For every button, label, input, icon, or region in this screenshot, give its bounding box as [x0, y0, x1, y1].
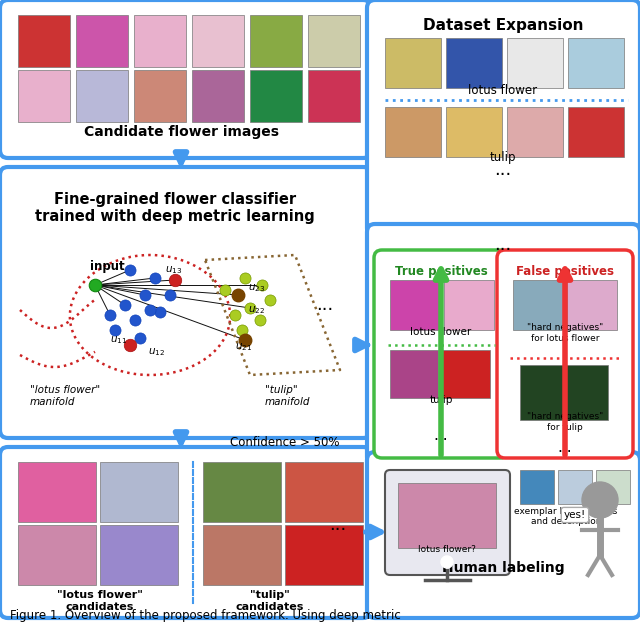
Text: False positives: False positives: [516, 265, 614, 278]
Bar: [285, 525, 363, 585]
FancyBboxPatch shape: [0, 447, 371, 618]
Text: "tulip"
candidates: "tulip" candidates: [236, 590, 304, 612]
Text: $u_{22}$: $u_{22}$: [248, 304, 265, 316]
Text: tulip: tulip: [490, 151, 516, 165]
Bar: [446, 38, 502, 88]
Text: yes!: yes!: [564, 510, 586, 520]
Bar: [558, 470, 592, 504]
FancyBboxPatch shape: [374, 250, 508, 458]
Text: "hard negatives"
for lotus flower: "hard negatives" for lotus flower: [527, 323, 603, 343]
Bar: [76, 70, 128, 122]
Text: input: input: [90, 260, 125, 273]
Text: Human labeling: Human labeling: [442, 561, 564, 575]
Bar: [398, 483, 496, 548]
Text: ...: ...: [434, 428, 448, 443]
Text: Figure 1. Overview of the proposed framework. Using deep metric: Figure 1. Overview of the proposed frame…: [10, 609, 401, 622]
Bar: [18, 525, 96, 585]
Text: lotus flower: lotus flower: [468, 84, 538, 97]
Bar: [596, 470, 630, 504]
Circle shape: [441, 556, 453, 568]
Text: ...: ...: [557, 440, 572, 455]
Bar: [520, 470, 554, 504]
Text: ...: ...: [494, 236, 511, 254]
FancyBboxPatch shape: [497, 250, 633, 458]
Text: Dataset Expansion: Dataset Expansion: [423, 18, 583, 33]
Bar: [507, 38, 563, 88]
Bar: [250, 15, 302, 67]
Text: ...: ...: [330, 516, 347, 534]
Text: Confidence > 50%: Confidence > 50%: [230, 435, 339, 448]
Bar: [385, 38, 441, 88]
Text: $u_{11}$: $u_{11}$: [110, 334, 127, 346]
Circle shape: [582, 482, 618, 518]
Bar: [100, 462, 178, 522]
Bar: [134, 15, 186, 67]
Bar: [18, 15, 70, 67]
Text: lotus flower: lotus flower: [410, 327, 472, 337]
Text: Fine-grained flower classifier
trained with deep metric learning: Fine-grained flower classifier trained w…: [35, 192, 315, 224]
Bar: [134, 70, 186, 122]
Text: ...: ...: [316, 296, 333, 314]
Bar: [513, 280, 563, 330]
Bar: [18, 462, 96, 522]
Text: $u_{23}$: $u_{23}$: [248, 282, 265, 294]
Bar: [385, 107, 441, 157]
Text: $u_{21}$: $u_{21}$: [235, 341, 252, 353]
Bar: [192, 15, 244, 67]
FancyBboxPatch shape: [0, 0, 371, 158]
Bar: [390, 350, 438, 398]
Text: "lotus flower"
manifold: "lotus flower" manifold: [30, 385, 100, 406]
FancyBboxPatch shape: [385, 470, 510, 575]
FancyBboxPatch shape: [367, 452, 640, 618]
Text: $u_{13}$: $u_{13}$: [165, 264, 182, 276]
Text: True positives: True positives: [395, 265, 488, 278]
FancyBboxPatch shape: [0, 167, 371, 438]
Text: "hard negatives"
for tulip: "hard negatives" for tulip: [527, 413, 603, 431]
Text: "lotus flower"
candidates: "lotus flower" candidates: [57, 590, 143, 612]
Bar: [192, 70, 244, 122]
FancyBboxPatch shape: [367, 0, 640, 236]
Bar: [567, 280, 617, 330]
FancyBboxPatch shape: [367, 224, 640, 465]
Bar: [446, 107, 502, 157]
Bar: [442, 350, 490, 398]
Bar: [390, 280, 440, 330]
Text: "tulip"
manifold: "tulip" manifold: [265, 385, 310, 406]
Text: Candidate flower images: Candidate flower images: [83, 125, 278, 139]
Bar: [203, 525, 281, 585]
Text: lotus flower?: lotus flower?: [418, 546, 476, 555]
Bar: [507, 107, 563, 157]
Bar: [285, 462, 363, 522]
Text: $u_{12}$: $u_{12}$: [148, 346, 165, 358]
Bar: [568, 107, 624, 157]
Bar: [18, 70, 70, 122]
Text: exemplar lotus flowers
and description: exemplar lotus flowers and description: [515, 507, 618, 526]
Bar: [100, 525, 178, 585]
Text: ...: ...: [494, 161, 511, 179]
Bar: [568, 38, 624, 88]
Bar: [308, 15, 360, 67]
Text: tulip: tulip: [429, 395, 452, 405]
Bar: [444, 280, 494, 330]
Bar: [250, 70, 302, 122]
Bar: [203, 462, 281, 522]
Bar: [308, 70, 360, 122]
Bar: [76, 15, 128, 67]
Bar: [520, 365, 608, 420]
